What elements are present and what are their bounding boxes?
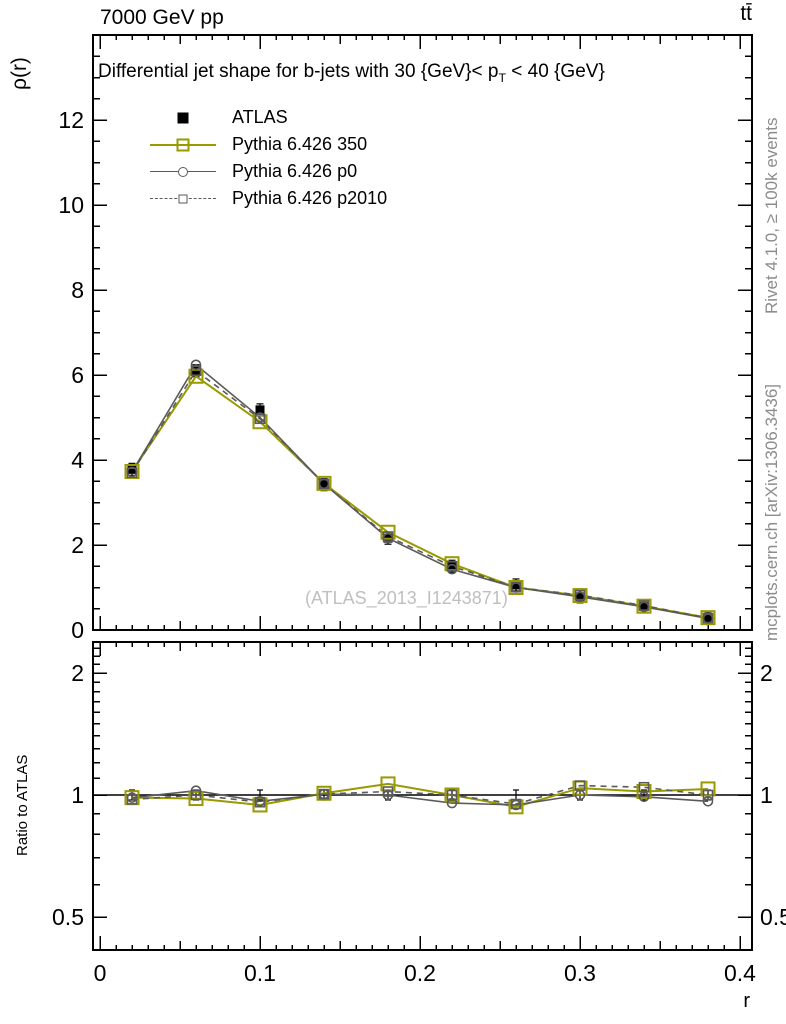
svg-text:1: 1	[71, 782, 84, 808]
svg-text:0.5: 0.5	[760, 904, 786, 930]
atlas-marker-icon	[150, 108, 216, 128]
pythia-350-marker-icon	[150, 135, 216, 155]
legend-label-pythia-350: Pythia 6.426 350	[232, 134, 368, 154]
svg-text:0: 0	[94, 960, 107, 986]
x-axis-label: r	[743, 990, 750, 1012]
legend: ATLAS Pythia 6.426 350 Pythia 6.426 p0 P…	[150, 104, 387, 212]
svg-text:4: 4	[71, 447, 84, 473]
main-y-axis-label: ρ(r)	[8, 57, 31, 90]
plot-title: Differential jet shape for b-jets with 3…	[98, 61, 605, 85]
pythia-p2010-marker-icon	[150, 189, 216, 209]
plot-title-pre: Differential jet shape for b-jets with 3…	[98, 61, 499, 82]
legend-item-pythia-p2010: Pythia 6.426 p2010	[150, 185, 387, 212]
svg-text:0.5: 0.5	[52, 904, 84, 930]
svg-text:12: 12	[58, 107, 84, 133]
legend-label-pythia-p0: Pythia 6.426 p0	[232, 161, 358, 181]
svg-text:0.3: 0.3	[564, 960, 596, 986]
svg-text:0.2: 0.2	[404, 960, 436, 986]
legend-item-atlas: ATLAS	[150, 104, 387, 131]
svg-text:0: 0	[71, 617, 84, 643]
analysis-id-watermark: (ATLAS_2013_I1243871)	[305, 588, 508, 608]
svg-text:8: 8	[71, 277, 84, 303]
legend-item-pythia-350: Pythia 6.426 350	[150, 131, 387, 158]
beam-energy-label: 7000 GeV pp	[100, 6, 224, 29]
ratio-y-axis-label: Ratio to ATLAS	[14, 754, 31, 856]
svg-text:2: 2	[71, 660, 84, 686]
svg-text:1: 1	[760, 782, 773, 808]
process-label: tt̄	[740, 2, 752, 25]
svg-text:0.4: 0.4	[724, 960, 756, 986]
legend-label-pythia-p2010: Pythia 6.426 p2010	[232, 188, 388, 208]
svg-text:2: 2	[71, 532, 84, 558]
legend-item-pythia-p0: Pythia 6.426 p0	[150, 158, 387, 185]
pythia-p0-marker-icon	[150, 162, 216, 182]
legend-label-atlas: ATLAS	[232, 107, 288, 127]
plot-title-sub: T	[498, 70, 507, 85]
svg-text:6: 6	[71, 362, 84, 388]
svg-text:2: 2	[760, 660, 773, 686]
plot-title-post: < 40 {GeV}	[506, 61, 605, 82]
svg-text:10: 10	[58, 192, 84, 218]
svg-text:0.1: 0.1	[244, 960, 276, 986]
